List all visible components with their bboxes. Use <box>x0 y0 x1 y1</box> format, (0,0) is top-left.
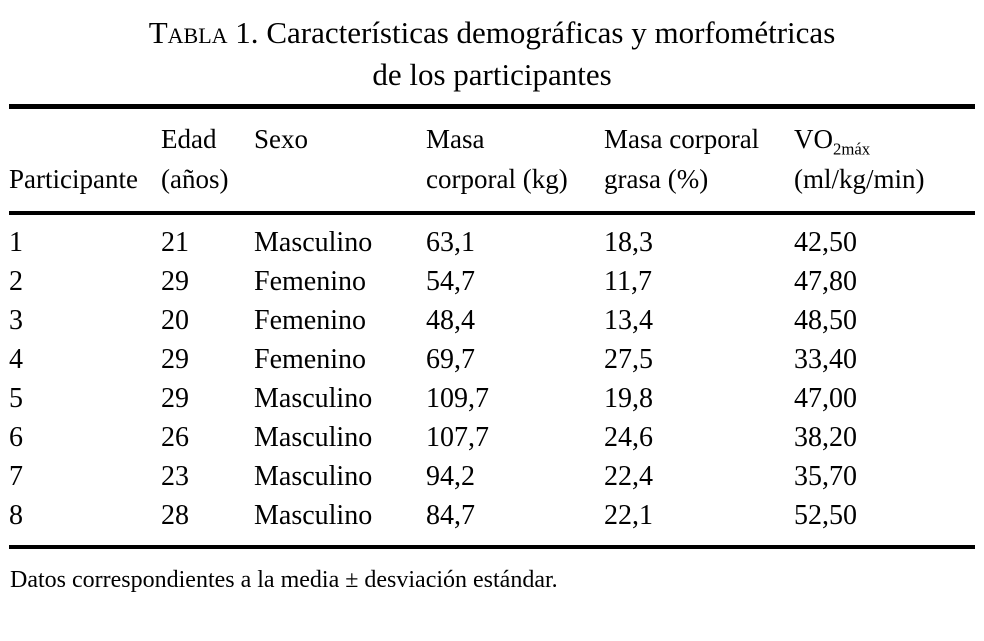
cell-sexo: Femenino <box>254 266 366 297</box>
cell-vo2max: 38,20 <box>794 422 857 453</box>
cell-vo2max: 52,50 <box>794 500 857 531</box>
table-number: Tabla 1. <box>148 15 259 50</box>
table-header-row: Participante Edad (años) Sexo Masa corpo… <box>9 106 975 215</box>
cell-edad: 29 <box>161 383 189 414</box>
cell-masa-corporal: 109,7 <box>426 383 489 414</box>
cell-masa-grasa: 24,6 <box>604 422 653 453</box>
table-row: 8 28 Masculino 84,7 22,1 52,50 <box>9 496 975 547</box>
cell-sexo: Masculino <box>254 461 373 492</box>
table-row: 1 21 Masculino 63,1 18,3 42,50 <box>9 213 975 262</box>
cell-edad: 20 <box>161 305 189 336</box>
cell-sexo: Femenino <box>254 344 366 375</box>
table-row: 5 29 Masculino 109,7 19,8 47,00 <box>9 379 975 418</box>
cell-participante: 1 <box>9 227 23 258</box>
cell-participante: 8 <box>9 500 23 531</box>
cell-masa-corporal: 84,7 <box>426 500 475 531</box>
table-title-line1: Tabla 1. Características demográficas y … <box>8 12 976 54</box>
cell-sexo: Femenino <box>254 305 366 336</box>
cell-masa-grasa: 22,1 <box>604 500 653 531</box>
column-header-label: (años) <box>161 164 229 194</box>
cell-masa-corporal: 94,2 <box>426 461 475 492</box>
table-title-text: Características demográficas y morfométr… <box>266 15 836 50</box>
column-header-label: Sexo <box>254 124 308 154</box>
cell-participante: 3 <box>9 305 23 336</box>
participants-table: Participante Edad (años) Sexo Masa corpo… <box>9 104 975 549</box>
vo2max-units: (ml/kg/min) <box>794 164 925 194</box>
cell-sexo: Masculino <box>254 227 373 258</box>
cell-masa-grasa: 11,7 <box>604 266 652 297</box>
cell-edad: 29 <box>161 266 189 297</box>
column-header-vo2max: VO2máx (ml/kg/min) <box>794 106 975 215</box>
table-footnote: Datos correspondientes a la media ± desv… <box>10 567 558 593</box>
cell-masa-corporal: 107,7 <box>426 422 489 453</box>
cell-masa-grasa: 19,8 <box>604 383 653 414</box>
cell-sexo: Masculino <box>254 383 373 414</box>
cell-masa-grasa: 13,4 <box>604 305 653 336</box>
cell-edad: 26 <box>161 422 189 453</box>
column-header-label: Masa <box>426 124 485 154</box>
column-header-sexo: Sexo <box>254 106 426 215</box>
cell-vo2max: 33,40 <box>794 344 857 375</box>
column-header-masa-corporal: Masa corporal (kg) <box>426 106 604 215</box>
column-header-label: Edad <box>161 124 217 154</box>
cell-masa-corporal: 63,1 <box>426 227 475 258</box>
cell-participante: 5 <box>9 383 23 414</box>
cell-vo2max: 47,00 <box>794 383 857 414</box>
vo2max-base: VO <box>794 124 833 154</box>
cell-vo2max: 47,80 <box>794 266 857 297</box>
column-header-label: grasa (%) <box>604 164 709 194</box>
table-body: 1 21 Masculino 63,1 18,3 42,50 2 29 Feme… <box>9 213 975 547</box>
vo2max-subscript: 2máx <box>833 139 871 159</box>
cell-masa-grasa: 27,5 <box>604 344 653 375</box>
table-row: 4 29 Femenino 69,7 27,5 33,40 <box>9 340 975 379</box>
cell-masa-grasa: 22,4 <box>604 461 653 492</box>
table-row: 3 20 Femenino 48,4 13,4 48,50 <box>9 301 975 340</box>
cell-vo2max: 48,50 <box>794 305 857 336</box>
cell-participante: 7 <box>9 461 23 492</box>
cell-masa-grasa: 18,3 <box>604 227 653 258</box>
vo2max-label: VO2máx <box>794 119 975 159</box>
cell-edad: 21 <box>161 227 189 258</box>
cell-masa-corporal: 48,4 <box>426 305 475 336</box>
cell-vo2max: 35,70 <box>794 461 857 492</box>
table-row: 2 29 Femenino 54,7 11,7 47,80 <box>9 262 975 301</box>
cell-vo2max: 42,50 <box>794 227 857 258</box>
cell-sexo: Masculino <box>254 500 373 531</box>
cell-masa-corporal: 54,7 <box>426 266 475 297</box>
table-title-line2: de los participantes <box>372 57 612 92</box>
column-header-edad: Edad (años) <box>161 106 254 215</box>
cell-edad: 28 <box>161 500 189 531</box>
cell-edad: 29 <box>161 344 189 375</box>
cell-participante: 6 <box>9 422 23 453</box>
cell-edad: 23 <box>161 461 189 492</box>
column-header-label: corporal (kg) <box>426 164 568 194</box>
table-row: 6 26 Masculino 107,7 24,6 38,20 <box>9 418 975 457</box>
table-title: Tabla 1. Características demográficas y … <box>8 12 976 96</box>
column-header-masa-grasa: Masa corporal grasa (%) <box>604 106 794 215</box>
cell-participante: 2 <box>9 266 23 297</box>
cell-masa-corporal: 69,7 <box>426 344 475 375</box>
column-header-participante: Participante <box>9 106 161 215</box>
cell-sexo: Masculino <box>254 422 373 453</box>
cell-participante: 4 <box>9 344 23 375</box>
table-row: 7 23 Masculino 94,2 22,4 35,70 <box>9 457 975 496</box>
column-header-label: Masa corporal <box>604 124 760 154</box>
column-header-label: Participante <box>9 164 138 194</box>
